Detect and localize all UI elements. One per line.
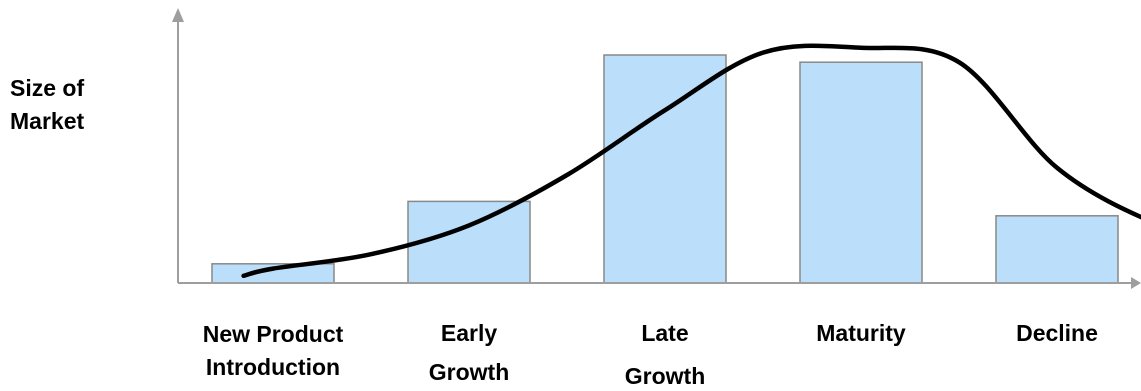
bar-3 bbox=[603, 54, 727, 284]
x-axis-arrowhead bbox=[1131, 277, 1141, 289]
category-labels: New Product Introduction Early Growth Late Gr… bbox=[203, 320, 1098, 389]
x-tick-label-5-line-1: Decline bbox=[1016, 320, 1098, 346]
x-tick-label-3-line-1: Late bbox=[641, 320, 688, 346]
bar-5 bbox=[995, 215, 1119, 284]
y-axis-label-line-1: Size of bbox=[10, 75, 85, 101]
bar-4 bbox=[799, 61, 923, 284]
bars-group bbox=[211, 54, 1119, 284]
axes-group bbox=[172, 8, 1141, 289]
bar-2 bbox=[407, 200, 531, 284]
x-tick-label-1: New Product Introduction bbox=[203, 321, 344, 380]
market-size-curve bbox=[241, 43, 1141, 279]
x-tick-label-2-line-1: Early bbox=[441, 320, 497, 346]
x-tick-label-2-line-2: Growth bbox=[429, 359, 510, 385]
x-tick-label-1-line-1: New Product bbox=[203, 321, 344, 347]
y-axis-label-line-2: Market bbox=[10, 108, 85, 134]
x-tick-label-2: Early Growth bbox=[429, 320, 510, 385]
x-tick-label-3: Late Growth bbox=[625, 320, 706, 389]
x-tick-label-1-line-2: Introduction bbox=[206, 354, 340, 380]
y-axis-label: Size of Market bbox=[10, 72, 120, 138]
y-axis-arrowhead bbox=[172, 8, 184, 22]
x-tick-label-3-line-2: Growth bbox=[625, 363, 706, 389]
x-tick-label-4-line-1: Maturity bbox=[816, 320, 906, 346]
x-tick-label-4: Maturity bbox=[816, 320, 906, 346]
x-tick-label-5: Decline bbox=[1016, 320, 1098, 346]
